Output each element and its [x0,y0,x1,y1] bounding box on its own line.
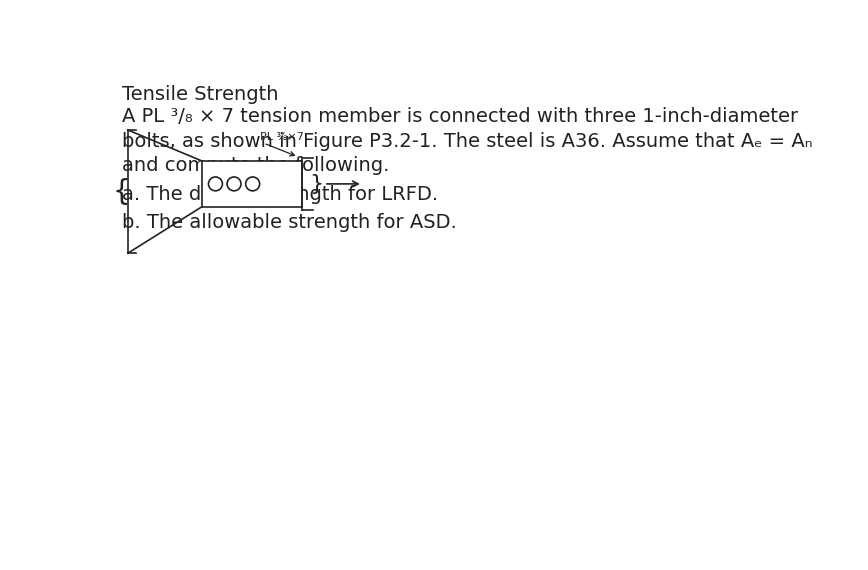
Text: b. The allowable strength for ASD.: b. The allowable strength for ASD. [122,213,457,232]
Text: PL ⅜×7: PL ⅜×7 [260,132,304,141]
Text: a. The design strength for LRFD.: a. The design strength for LRFD. [122,185,438,205]
Circle shape [208,177,222,191]
Text: bolts, as shown in Figure P3.2-1. The steel is A36. Assume that Aₑ = Aₙ: bolts, as shown in Figure P3.2-1. The st… [122,132,813,150]
Text: {: { [113,178,130,206]
Text: A PL ³/₈ × 7 tension member is connected with three 1-inch-diameter: A PL ³/₈ × 7 tension member is connected… [122,107,799,126]
Circle shape [227,177,241,191]
Circle shape [246,177,260,191]
Text: Tensile Strength: Tensile Strength [122,86,279,104]
Text: }: } [309,174,323,194]
Text: and compute the following.: and compute the following. [122,156,390,175]
Bar [201,161,302,207]
